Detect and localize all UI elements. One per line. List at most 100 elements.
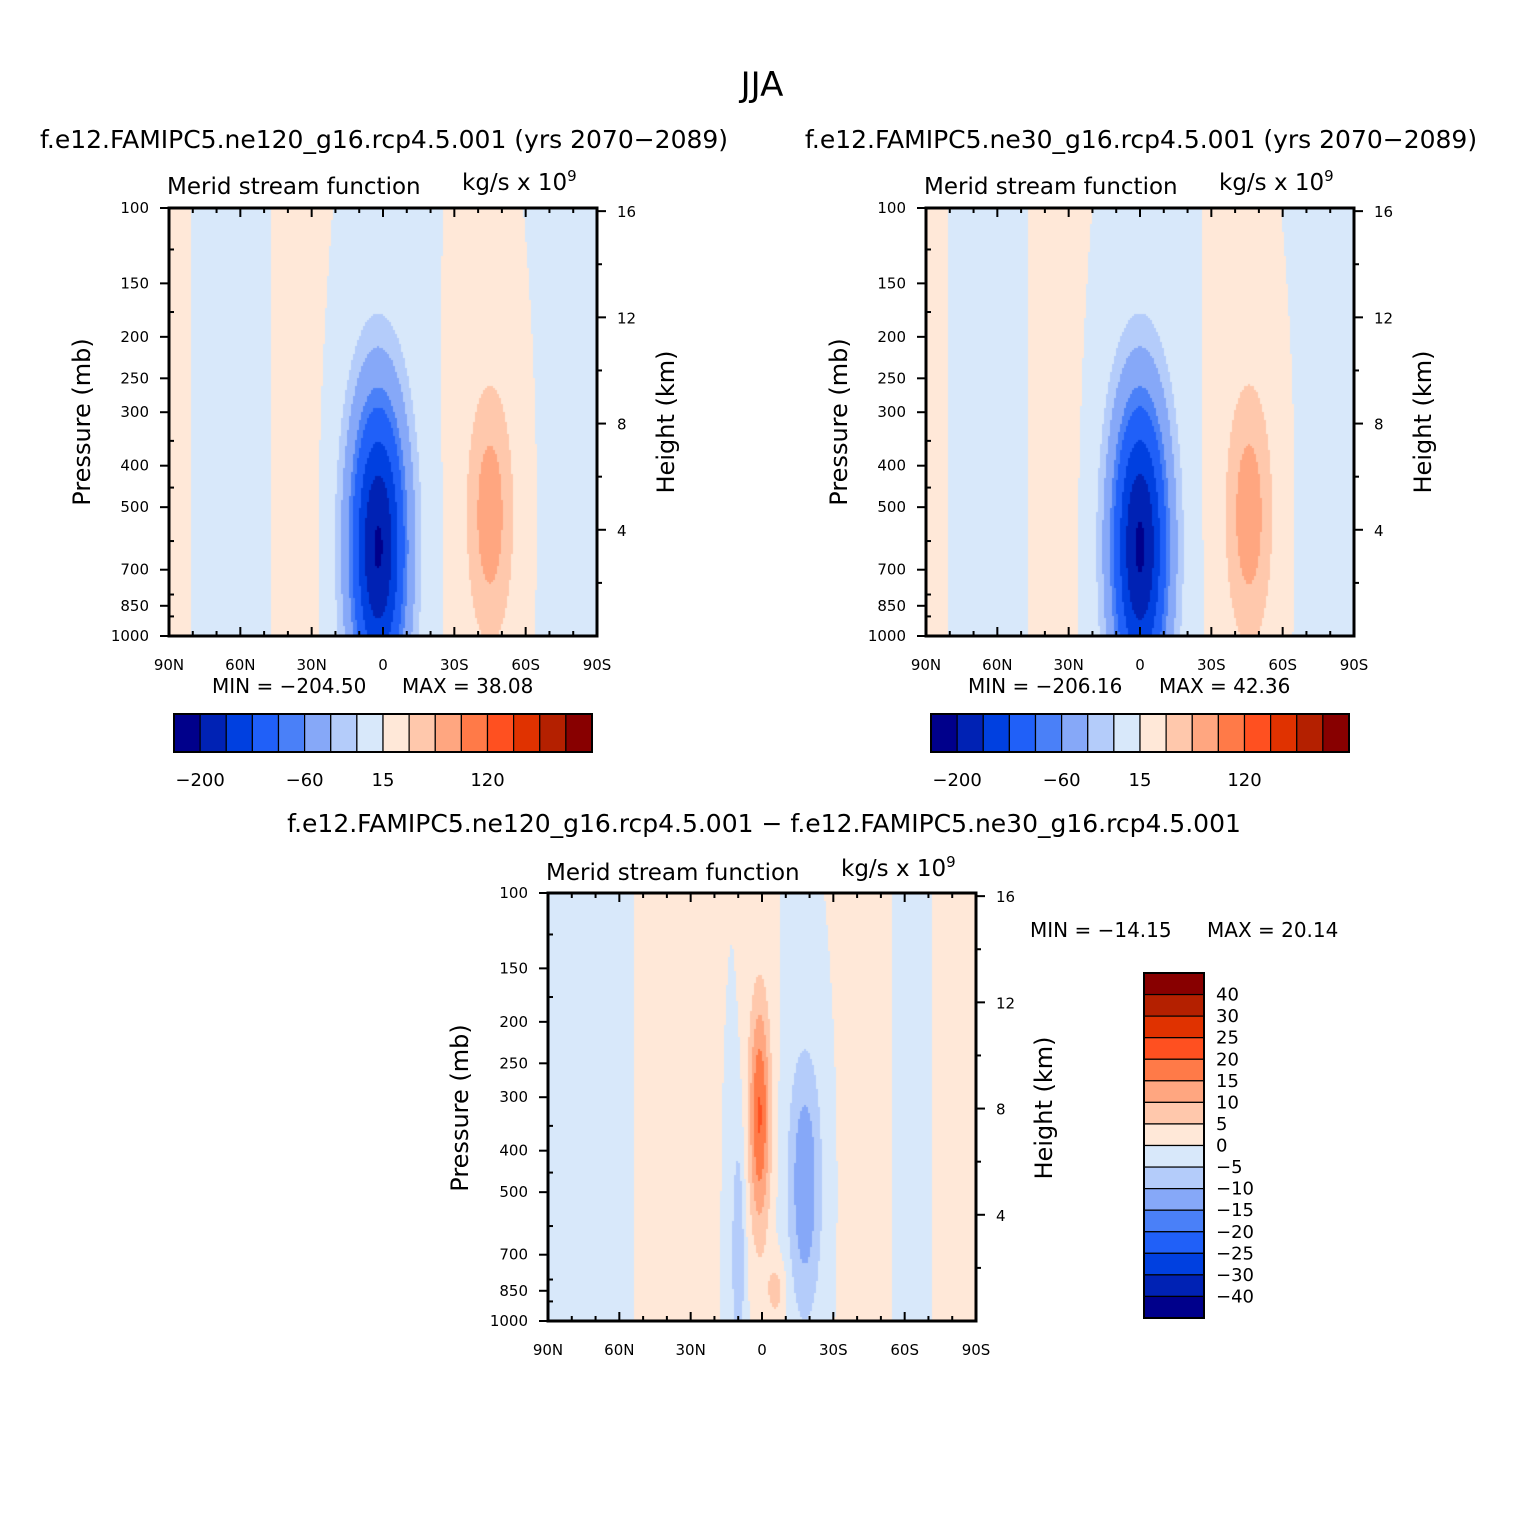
colorbar-box — [1243, 713, 1272, 753]
plot-area: 90N 60N 30N 0 30S 60S 90S 100 150 200 250 300 400 500… — [490, 884, 1015, 1359]
y-tick-label: 150 — [120, 274, 149, 292]
y-tick-label: 200 — [499, 1013, 528, 1031]
colorbar-box — [277, 713, 306, 753]
colorbar-box — [565, 713, 593, 753]
colorbar-box — [460, 713, 489, 753]
colorbar-box — [1143, 1166, 1205, 1190]
panel-ne30: f.e12.FAMIPC5.ne30_g16.rcp4.5.001 (yrs 2… — [805, 125, 1477, 791]
colorbar-box — [1143, 993, 1205, 1017]
colorbar-label: −10 — [1216, 1179, 1254, 1200]
units-label: kg/s x 109 — [841, 853, 956, 882]
colorbar-box — [1270, 713, 1298, 753]
contour-field — [926, 208, 1354, 636]
colorbar-box — [1143, 1209, 1205, 1233]
y-tick-label: 200 — [877, 328, 906, 346]
x-tick-label: 30N — [1054, 656, 1084, 674]
x-tick-label: 90N — [911, 656, 941, 674]
y-right-tick-label: 16 — [996, 888, 1015, 906]
y-axis-title: Pressure (mb) — [446, 1024, 474, 1191]
x-tick-label: 30S — [1197, 656, 1226, 674]
x-tick-label: 90S — [1340, 656, 1369, 674]
colorbar-box — [930, 713, 958, 753]
panel-title: f.e12.FAMIPC5.ne120_g16.rcp4.5.001 (yrs … — [40, 125, 728, 154]
colorbar-label: 15 — [1216, 1071, 1239, 1092]
y-tick-label: 100 — [499, 884, 528, 902]
y-tick-label: 400 — [499, 1142, 528, 1160]
colorbar-box — [1034, 713, 1063, 753]
colorbar-box — [1143, 1037, 1205, 1060]
colorbar-box — [330, 713, 358, 753]
y-tick-label: 500 — [499, 1183, 528, 1201]
y-tick-label: 700 — [120, 561, 149, 579]
y-tick-label: 300 — [120, 403, 149, 421]
colorbar-box — [434, 713, 462, 753]
y-tick-label: 100 — [877, 199, 906, 217]
colorbar-box — [1061, 713, 1089, 753]
units-exponent: 9 — [1324, 167, 1334, 185]
colorbar-box — [1143, 972, 1205, 996]
colorbar-box — [1143, 1058, 1205, 1082]
x-tick-label: 60S — [511, 656, 540, 674]
colorbar-label: 5 — [1216, 1114, 1227, 1135]
colorbar-label: 20 — [1216, 1049, 1239, 1070]
x-tick-label: 60N — [982, 656, 1012, 674]
colorbar-box — [1143, 1274, 1205, 1298]
colorbar-label: 120 — [470, 770, 504, 791]
plot-area: 90N 60N 30N 0 30S 60S 90S 100 150 200 250 300 400 500… — [868, 199, 1393, 674]
y-axis-right-title: Height (km) — [1030, 1037, 1058, 1180]
colorbar-box — [1113, 713, 1141, 753]
min-label: MIN = −14.15 — [1030, 918, 1172, 942]
x-tick-label: 0 — [1135, 656, 1145, 674]
colorbar-box — [1143, 1101, 1205, 1125]
y-tick-label: 500 — [120, 498, 149, 516]
x-tick-label: 60S — [890, 1341, 919, 1359]
units-label: kg/s x 109 — [462, 167, 577, 196]
colorbar-box — [1008, 713, 1037, 753]
colorbar-box — [1322, 713, 1350, 753]
y-right-tick-label: 12 — [617, 309, 636, 327]
colorbar-box — [1143, 1252, 1205, 1276]
y-tick-label: 250 — [499, 1054, 528, 1072]
y-axis-right-title: Height (km) — [1409, 351, 1437, 494]
colorbar: −200 −60 15 120 — [930, 713, 1350, 791]
colorbar-frame — [173, 713, 593, 753]
min-label: MIN = −204.50 — [212, 674, 366, 698]
y-right-tick-label: 16 — [1374, 203, 1393, 221]
colorbar-box — [982, 713, 1010, 753]
units-exponent: 9 — [946, 853, 956, 871]
x-tick-label: 90N — [533, 1341, 563, 1359]
y-tick-label: 500 — [877, 498, 906, 516]
colorbar-box — [225, 713, 253, 753]
colorbar-box — [1143, 1144, 1205, 1168]
min-label: MIN = −206.16 — [968, 674, 1122, 698]
y-axis-title: Pressure (mb) — [825, 338, 853, 505]
x-tick-label: 30N — [676, 1341, 706, 1359]
y-tick-label: 300 — [499, 1088, 528, 1106]
colorbar-label: −200 — [932, 770, 981, 791]
y-right-tick-label: 12 — [1374, 309, 1393, 327]
colorbar-box — [304, 713, 332, 753]
y-right-tick-label: 4 — [617, 522, 627, 540]
panel-difference: f.e12.FAMIPC5.ne120_g16.rcp4.5.001 − f.e… — [287, 809, 1338, 1359]
y-tick-label: 400 — [120, 457, 149, 475]
colorbar-label: −25 — [1216, 1243, 1254, 1264]
y-tick-label: 850 — [877, 597, 906, 615]
plot-area: 90N 60N 30N 0 30S 60S 90S 100 150 200 250 300 400 500… — [111, 199, 636, 674]
variable-label: Merid stream function — [167, 174, 421, 200]
y-axis-title: Pressure (mb) — [68, 338, 96, 505]
max-label: MAX = 42.36 — [1159, 674, 1290, 698]
colorbar-box — [486, 713, 515, 753]
colorbar-label: 40 — [1216, 985, 1239, 1006]
y-tick-label: 850 — [120, 597, 149, 615]
y-tick-label: 250 — [877, 369, 906, 387]
y-tick-label: 100 — [120, 199, 149, 217]
colorbar-box — [1087, 713, 1115, 753]
y-tick-label: 850 — [499, 1282, 528, 1300]
units-exponent: 9 — [567, 167, 577, 185]
x-tick-label: 90N — [154, 656, 184, 674]
contour-field — [169, 208, 597, 636]
y-right-tick-label: 8 — [996, 1101, 1006, 1119]
colorbar-box — [1191, 713, 1219, 753]
units-label: kg/s x 109 — [1219, 167, 1334, 196]
